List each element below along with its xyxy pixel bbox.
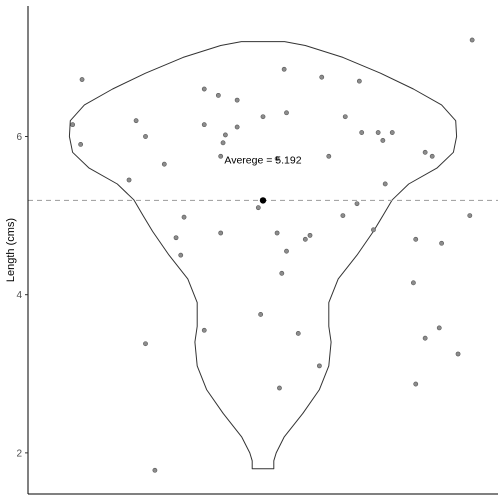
data-point — [354, 201, 360, 207]
mean-point — [259, 197, 267, 204]
data-point — [143, 134, 148, 139]
data-point — [410, 280, 416, 286]
data-point — [371, 227, 376, 233]
data-point — [413, 236, 419, 242]
data-point — [279, 270, 285, 276]
data-point — [173, 235, 179, 241]
data-point — [382, 181, 388, 187]
data-point — [340, 213, 346, 218]
data-point — [79, 77, 85, 82]
data-point — [222, 132, 228, 138]
data-point — [436, 325, 442, 331]
data-point — [274, 156, 280, 162]
data-point — [316, 363, 322, 369]
data-point — [307, 232, 313, 238]
data-point — [469, 37, 475, 43]
data-point — [429, 153, 435, 159]
violin-shape — [68, 41, 458, 470]
data-point — [375, 130, 381, 135]
axes: 2 4 6 — [16, 6, 498, 495]
data-point — [284, 248, 289, 254]
data-point — [181, 214, 187, 220]
data-point — [326, 153, 332, 159]
mean-annotation: Averege = 5.192 — [224, 154, 301, 166]
data-point — [274, 230, 280, 236]
data-point — [201, 327, 207, 333]
data-point — [258, 312, 264, 317]
data-point — [218, 153, 224, 159]
data-point — [201, 122, 207, 128]
data-point — [413, 381, 419, 387]
data-point — [359, 130, 365, 135]
data-point — [260, 114, 266, 120]
data-point — [218, 230, 224, 236]
data-point — [467, 213, 473, 218]
data-point — [281, 66, 287, 72]
data-point — [295, 331, 301, 336]
data-point — [302, 236, 308, 242]
data-point — [220, 140, 226, 146]
data-point — [234, 97, 240, 103]
data-point — [78, 142, 84, 147]
data-point — [178, 252, 184, 258]
data-point — [143, 341, 148, 347]
data-point — [70, 122, 76, 128]
data-point — [380, 138, 386, 143]
plot-area — [28, 37, 498, 473]
data-point — [133, 118, 139, 124]
data-point — [356, 78, 362, 84]
data-point — [422, 149, 428, 155]
data-point — [201, 86, 207, 92]
data-point — [422, 335, 428, 341]
data-point — [255, 205, 261, 211]
data-point — [277, 385, 282, 391]
data-point — [234, 124, 240, 130]
data-point — [161, 161, 167, 167]
data-point — [342, 114, 348, 120]
data-point — [455, 351, 461, 357]
data-point — [439, 240, 444, 246]
y-tick-label: 2 — [16, 448, 22, 459]
data-point — [126, 177, 132, 183]
data-point — [319, 74, 325, 80]
y-axis-title: Length (cms) — [5, 218, 17, 282]
data-point — [389, 130, 395, 135]
data-point — [284, 110, 289, 116]
data-point — [215, 92, 221, 98]
y-tick-label: 4 — [16, 290, 22, 301]
data-point — [152, 467, 158, 473]
y-tick-label: 6 — [16, 132, 22, 143]
